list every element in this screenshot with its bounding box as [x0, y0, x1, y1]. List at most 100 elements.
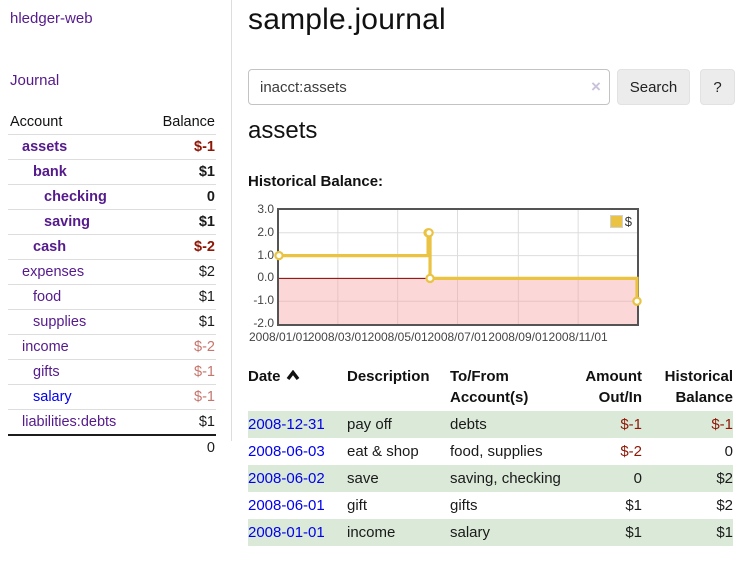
legend-label: $	[624, 214, 632, 229]
data-point[interactable]	[424, 228, 434, 238]
account-row: gifts $-1	[8, 359, 216, 385]
data-point[interactable]	[425, 273, 435, 284]
account-link-checking[interactable]: checking	[44, 189, 107, 205]
account-link-liabilities-debts[interactable]: liabilities:debts	[22, 414, 117, 430]
account-row: supplies $1	[8, 309, 216, 335]
y-axis-tick-label: 3.0	[257, 202, 274, 216]
account-balance: $-1	[145, 134, 216, 160]
chart-title: Historical Balance:	[248, 173, 384, 190]
y-axis-tick-label: -1.0	[253, 293, 274, 308]
x-axis-tick-label: 2008/09/01	[488, 330, 549, 344]
chart-y-axis: 3.0 2.0 1.0 0.0 -1.0 -2.0	[248, 203, 274, 330]
account-row: assets $-1	[8, 134, 216, 160]
app-title-link[interactable]: hledger-web	[10, 10, 93, 27]
transaction-date-link[interactable]: 2008-12-31	[248, 416, 325, 433]
account-link-gifts[interactable]: gifts	[33, 364, 60, 380]
accounts-table: Account Balance assets $-1 bank $1 checking 0…	[8, 111, 216, 460]
register-row: 2008-06-02 save saving, checking 0 $2	[248, 465, 733, 492]
sidebar-item-journal[interactable]: Journal	[10, 72, 60, 89]
transaction-accounts: salary	[450, 519, 562, 546]
chart-legend: $	[607, 213, 634, 230]
account-row: saving $1	[8, 209, 216, 235]
x-axis-tick-label: 2008/11/01	[548, 330, 608, 344]
account-link-income[interactable]: income	[22, 339, 69, 355]
legend-swatch-icon	[609, 215, 623, 228]
transaction-date-link[interactable]: 2008-01-01	[248, 524, 325, 541]
transaction-amount: $-2	[620, 443, 642, 460]
account-balance: 0	[145, 184, 216, 210]
account-balance: $2	[145, 259, 216, 285]
account-link-assets[interactable]: assets	[22, 139, 68, 155]
account-balance: $-2	[145, 234, 216, 260]
accounts-header-balance: Balance	[162, 114, 215, 130]
search-form: × Search ?	[248, 69, 735, 105]
data-point[interactable]	[274, 250, 284, 261]
transaction-balance: $-1	[642, 411, 733, 438]
y-axis-tick-label: -2.0	[253, 316, 274, 330]
accounts-total-row: 0	[8, 434, 216, 460]
transaction-date-link[interactable]: 2008-06-03	[248, 443, 325, 460]
account-row: expenses $2	[8, 259, 216, 285]
account-link-cash[interactable]: cash	[33, 239, 67, 255]
transaction-amount: $1	[562, 519, 642, 546]
transaction-amount: $-1	[562, 411, 642, 438]
x-axis-tick-label: 2008/07/01	[427, 330, 488, 344]
account-row: cash $-2	[8, 234, 216, 260]
x-axis-tick-label: 2008/03/01	[307, 330, 368, 344]
transaction-description: income	[347, 519, 450, 546]
account-link-expenses[interactable]: expenses	[22, 264, 85, 280]
account-row: checking 0	[8, 184, 216, 210]
transaction-date-link[interactable]: 2008-06-01	[248, 497, 325, 514]
sort-ascending-icon	[286, 370, 299, 381]
y-axis-tick-label: 0.0	[257, 270, 274, 285]
data-point[interactable]	[632, 296, 642, 306]
x-axis-tick-label: 2008/01/01	[248, 330, 310, 344]
account-balance: $-2	[145, 334, 216, 360]
register-header-description: Description	[347, 368, 430, 385]
register-header-historical: Historical Balance	[664, 368, 733, 406]
account-row: liabilities:debts $1	[8, 409, 216, 435]
account-row: income $-2	[8, 334, 216, 360]
account-row: salary $-1	[8, 384, 216, 410]
transaction-accounts: saving, checking	[450, 465, 562, 492]
account-balance: $-1	[145, 359, 216, 385]
page-title: sample.journal	[248, 3, 446, 36]
account-row: bank $1	[8, 159, 216, 185]
historical-balance-chart: 3.0 2.0 1.0 0.0 -1.0 -2.0 $ 2008/01/01 2008/03…	[248, 203, 735, 347]
register-header-amount: Amount Out/In	[585, 368, 642, 406]
transaction-accounts: gifts	[450, 497, 478, 514]
main-content: sample.journal × Search ? assets Histori…	[248, 0, 735, 582]
transaction-balance: $1	[642, 519, 733, 546]
sidebar: hledger-web Journal Account Balance asse…	[0, 0, 232, 460]
register-row: 2008-12-31 pay off debts $-1 $-1	[248, 411, 733, 438]
register-row: 2008-06-01 gift gifts $1 $2	[248, 492, 733, 519]
clear-search-icon[interactable]: ×	[591, 77, 601, 96]
account-balance: $1	[145, 159, 216, 185]
transaction-date-link[interactable]: 2008-06-02	[248, 470, 325, 487]
search-input[interactable]	[248, 69, 610, 105]
account-balance: $1	[145, 284, 216, 310]
account-heading: assets	[248, 117, 318, 144]
account-balance: $1	[145, 309, 216, 335]
account-row: food $1	[8, 284, 216, 310]
account-balance: $-1	[145, 384, 216, 410]
transaction-balance: $2	[642, 465, 733, 492]
account-link-bank[interactable]: bank	[33, 164, 67, 180]
transaction-balance: 0	[724, 443, 733, 460]
accounts-total-value: 0	[145, 434, 216, 460]
account-link-supplies[interactable]: supplies	[33, 314, 87, 330]
y-axis-tick-label: 1.0	[257, 247, 274, 262]
chart-plot-area[interactable]: $	[274, 208, 642, 326]
account-link-food[interactable]: food	[33, 289, 62, 305]
account-link-salary[interactable]: salary	[33, 389, 72, 405]
transaction-accounts: debts	[450, 411, 562, 438]
transaction-description: eat & shop	[347, 443, 419, 460]
help-button[interactable]: ?	[700, 69, 735, 105]
account-link-saving[interactable]: saving	[44, 214, 90, 230]
transaction-amount: $1	[625, 497, 642, 514]
search-button[interactable]: Search	[617, 69, 690, 105]
register-header-date[interactable]: Date	[248, 364, 347, 411]
chart-x-axis: 2008/01/01 2008/03/01 2008/05/01 2008/07/01…	[249, 330, 639, 344]
register-table: Date Description To/From Account(s) Amou…	[248, 364, 733, 546]
accounts-header-account: Account	[10, 114, 63, 130]
